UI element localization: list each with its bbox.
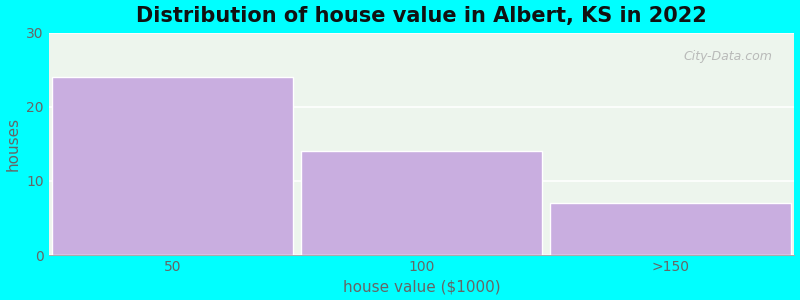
Bar bbox=[301, 151, 542, 255]
X-axis label: house value ($1000): house value ($1000) bbox=[342, 279, 500, 294]
Bar bbox=[52, 77, 294, 255]
Bar bbox=[550, 203, 790, 255]
Title: Distribution of house value in Albert, KS in 2022: Distribution of house value in Albert, K… bbox=[136, 6, 707, 26]
Y-axis label: houses: houses bbox=[6, 117, 21, 171]
Text: City-Data.com: City-Data.com bbox=[683, 50, 772, 64]
